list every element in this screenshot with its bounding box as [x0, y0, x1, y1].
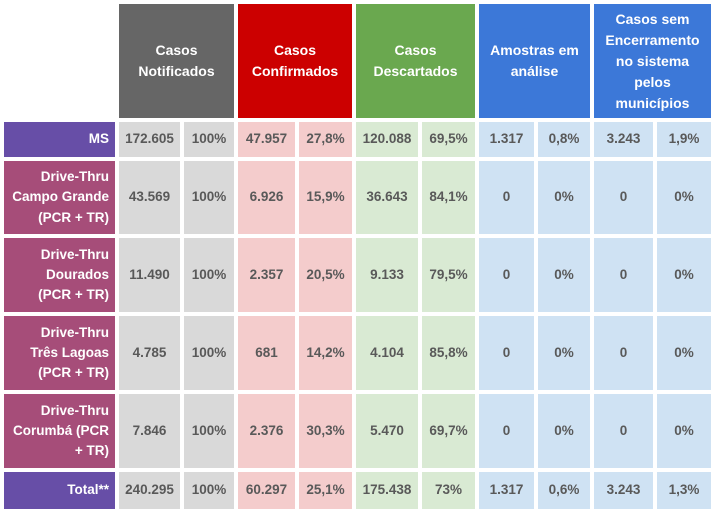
table-cell: 100%	[184, 394, 234, 468]
table-cell: 0%	[657, 238, 711, 312]
table-cell: 1.317	[479, 472, 534, 509]
table-cell: 0%	[657, 316, 711, 390]
table-cell: 20,5%	[299, 238, 352, 312]
table-cell: 14,2%	[299, 316, 352, 390]
table-cell: 0	[479, 394, 534, 468]
table-cell: 25,1%	[299, 472, 352, 509]
table-cell: 0	[594, 316, 653, 390]
table-cell: 2.376	[238, 394, 295, 468]
table-cell: 0	[479, 316, 534, 390]
table-cell: 100%	[184, 122, 234, 157]
header-notificados: Casos Notificados	[119, 4, 234, 118]
table-cell: 69,7%	[422, 394, 475, 468]
table-cell: 1,3%	[657, 472, 711, 509]
row-header: Drive-Thru Campo Grande (PCR + TR)	[4, 161, 115, 234]
table-cell: 175.438	[356, 472, 418, 509]
table-cell: 11.490	[119, 238, 180, 312]
table-cell: 100%	[184, 161, 234, 234]
table-cell: 84,1%	[422, 161, 475, 234]
table-cell: 4.104	[356, 316, 418, 390]
table-cell: 0	[479, 238, 534, 312]
table-cell: 0%	[657, 394, 711, 468]
table-cell: 0	[594, 394, 653, 468]
header-sem-encerramento: Casos sem Encerramento no sistema pelos …	[594, 4, 711, 118]
table-cell: 0%	[538, 238, 590, 312]
row-header: Drive-Thru Dourados (PCR + TR)	[4, 238, 115, 312]
table-cell: 79,5%	[422, 238, 475, 312]
table-cell: 0%	[538, 316, 590, 390]
table-cell: 3.243	[594, 122, 653, 157]
corner-blank	[4, 4, 115, 118]
cases-table: Casos Notificados Casos Confirmados Caso…	[4, 4, 711, 509]
table-cell: 0	[594, 238, 653, 312]
table-cell: 27,8%	[299, 122, 352, 157]
table-cell: 30,3%	[299, 394, 352, 468]
table-cell: 0%	[657, 161, 711, 234]
table-cell: 7.846	[119, 394, 180, 468]
header-amostras: Amostras em análise	[479, 4, 590, 118]
table-cell: 120.088	[356, 122, 418, 157]
table-cell: 0%	[538, 161, 590, 234]
row-header: Drive-Thru Três Lagoas (PCR + TR)	[4, 316, 115, 390]
table-cell: 240.295	[119, 472, 180, 509]
table-cell: 0,8%	[538, 122, 590, 157]
table-cell: 0	[594, 161, 653, 234]
table-cell: 85,8%	[422, 316, 475, 390]
row-header: MS	[4, 122, 115, 157]
row-header: Drive-Thru Corumbá (PCR + TR)	[4, 394, 115, 468]
table-cell: 100%	[184, 316, 234, 390]
table-cell: 100%	[184, 472, 234, 509]
table-cell: 69,5%	[422, 122, 475, 157]
table-cell: 100%	[184, 238, 234, 312]
table-cell: 43.569	[119, 161, 180, 234]
header-confirmados: Casos Confirmados	[238, 4, 352, 118]
table-cell: 2.357	[238, 238, 295, 312]
table-cell: 6.926	[238, 161, 295, 234]
table-cell: 5.470	[356, 394, 418, 468]
table-cell: 73%	[422, 472, 475, 509]
table-cell: 60.297	[238, 472, 295, 509]
row-header: Total**	[4, 472, 115, 509]
table-cell: 0%	[538, 394, 590, 468]
table-cell: 172.605	[119, 122, 180, 157]
header-descartados: Casos Descartados	[356, 4, 475, 118]
table-cell: 1,9%	[657, 122, 711, 157]
table-cell: 1.317	[479, 122, 534, 157]
table-cell: 681	[238, 316, 295, 390]
table-cell: 47.957	[238, 122, 295, 157]
table-cell: 15,9%	[299, 161, 352, 234]
table-cell: 36.643	[356, 161, 418, 234]
table-cell: 0,6%	[538, 472, 590, 509]
table-cell: 9.133	[356, 238, 418, 312]
table-cell: 4.785	[119, 316, 180, 390]
table-cell: 3.243	[594, 472, 653, 509]
table-cell: 0	[479, 161, 534, 234]
